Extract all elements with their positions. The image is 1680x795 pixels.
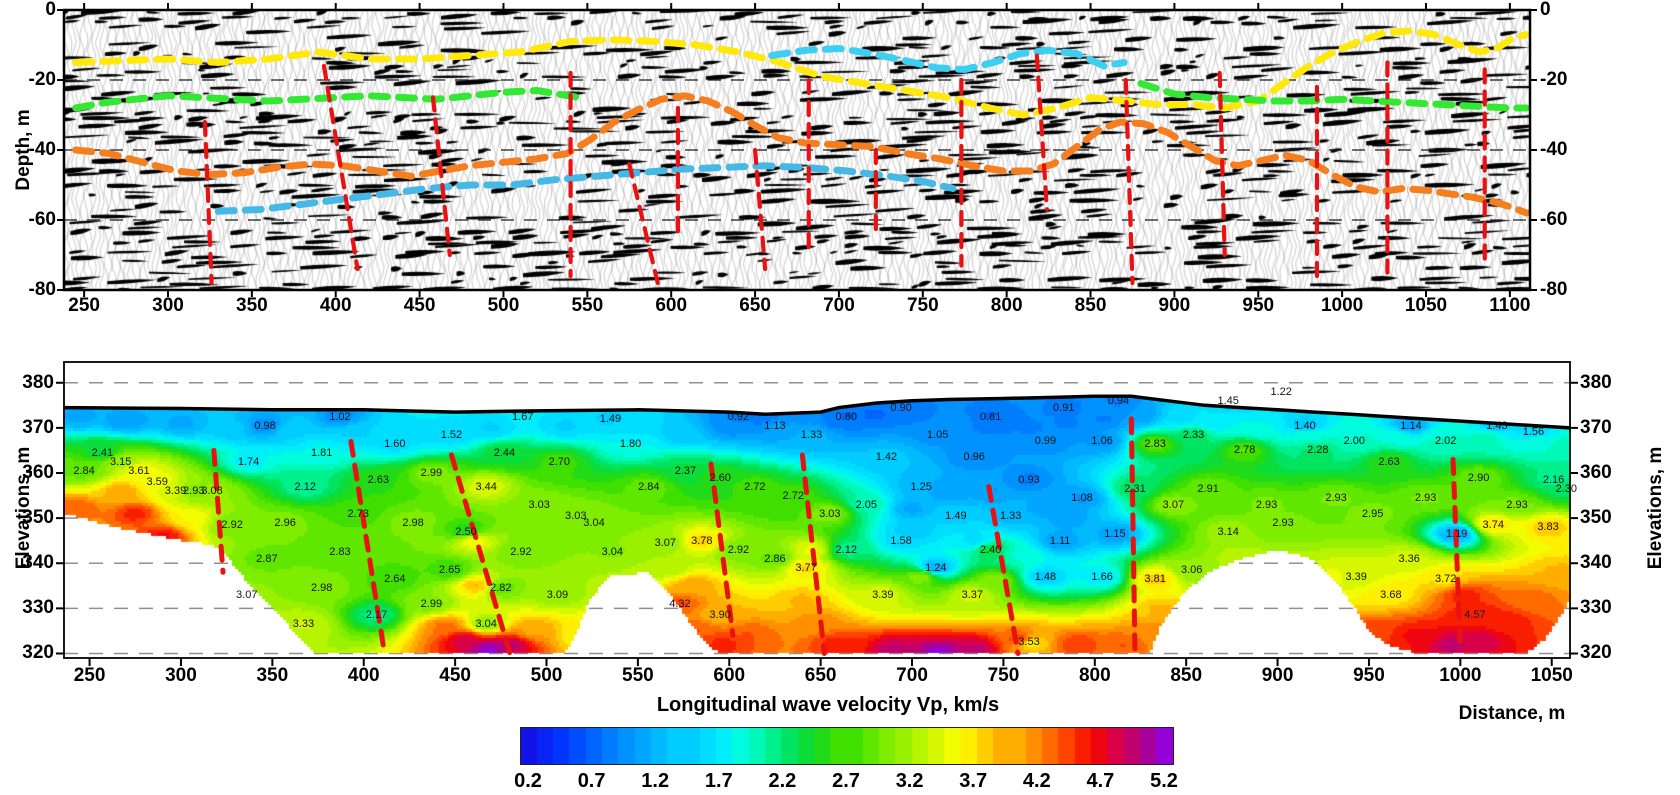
yellow-horizon — [72, 27, 1531, 119]
fault-line — [211, 447, 226, 575]
fault-line — [202, 119, 214, 286]
green-horizon-left — [72, 86, 583, 112]
fault-line — [752, 147, 768, 272]
fault-line — [448, 452, 513, 656]
fault-line — [799, 452, 827, 656]
orange-horizon — [72, 92, 1531, 217]
colorbar-gradient — [520, 727, 1174, 765]
fault-line — [1217, 70, 1227, 258]
topography-line — [63, 394, 1571, 430]
fault-line — [1034, 53, 1050, 212]
fault-line — [1450, 456, 1463, 652]
fault-line — [348, 438, 387, 652]
cyan-horizon-lower — [214, 162, 957, 215]
fault-line — [430, 95, 452, 258]
green-horizon-right — [1137, 80, 1531, 112]
fault-line — [986, 484, 1021, 656]
fault-line — [708, 461, 736, 638]
fault-line — [627, 161, 660, 286]
fault-line — [1128, 416, 1138, 656]
fault-line — [1123, 77, 1135, 286]
cyan-horizon-upper — [768, 44, 1128, 74]
fault-line — [321, 63, 360, 272]
